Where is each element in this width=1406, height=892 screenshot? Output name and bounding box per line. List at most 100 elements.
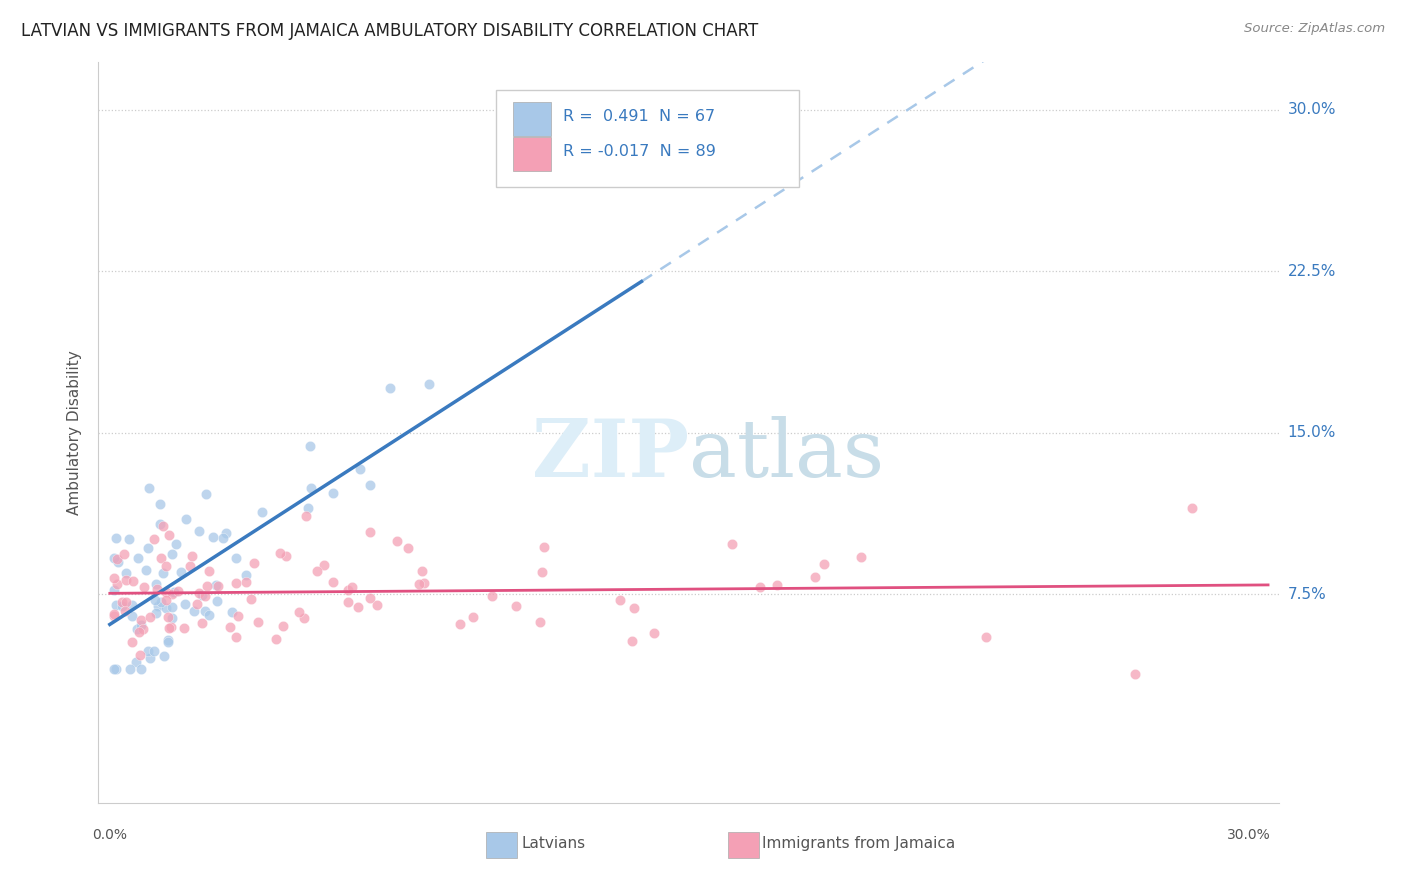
Point	[104, 662, 127, 676]
Text: 0.0%: 0.0%	[93, 828, 128, 842]
Point	[153, 648, 176, 663]
Point	[295, 508, 318, 523]
Point	[143, 532, 166, 546]
Point	[271, 619, 294, 633]
Point	[609, 593, 631, 607]
Point	[139, 610, 162, 624]
Point	[336, 583, 359, 598]
Text: 30.0%: 30.0%	[1227, 828, 1271, 842]
Point	[128, 624, 150, 639]
Point	[274, 549, 297, 563]
Point	[239, 591, 262, 606]
Point	[145, 577, 167, 591]
Text: R =  0.491  N = 67: R = 0.491 N = 67	[562, 109, 714, 124]
Point	[160, 611, 183, 625]
Point	[111, 599, 134, 614]
Point	[155, 592, 177, 607]
Point	[1123, 666, 1146, 681]
Point	[243, 556, 266, 570]
Point	[191, 615, 214, 630]
Point	[166, 584, 188, 599]
Point	[529, 615, 551, 629]
Point	[103, 662, 125, 676]
Point	[150, 595, 173, 609]
Point	[198, 608, 221, 623]
Point	[269, 546, 291, 560]
Point	[378, 381, 401, 395]
Text: ZIP: ZIP	[531, 416, 689, 494]
Point	[129, 648, 152, 662]
Point	[103, 608, 125, 623]
Point	[138, 482, 160, 496]
Point	[156, 634, 179, 648]
FancyBboxPatch shape	[513, 102, 551, 136]
Point	[173, 621, 195, 635]
Point	[297, 501, 319, 516]
Point	[156, 633, 179, 648]
Point	[129, 613, 152, 627]
Point	[225, 631, 247, 645]
Point	[150, 550, 173, 565]
Point	[155, 585, 177, 599]
Point	[385, 534, 408, 549]
Point	[122, 574, 145, 588]
Point	[347, 599, 370, 614]
Point	[247, 615, 270, 630]
Point	[205, 593, 228, 607]
FancyBboxPatch shape	[486, 831, 516, 858]
Point	[418, 377, 440, 392]
Point	[481, 590, 503, 604]
Point	[112, 547, 135, 561]
Point	[205, 578, 228, 592]
Point	[235, 568, 257, 582]
FancyBboxPatch shape	[496, 90, 799, 186]
Point	[411, 564, 433, 578]
Point	[412, 576, 434, 591]
Point	[115, 595, 138, 609]
Point	[314, 558, 336, 572]
Point	[349, 462, 371, 476]
Point	[170, 566, 193, 580]
Point	[152, 566, 174, 580]
Point	[125, 656, 148, 670]
Point	[359, 591, 381, 605]
Point	[103, 607, 125, 621]
Point	[505, 599, 527, 613]
Text: Source: ZipAtlas.com: Source: ZipAtlas.com	[1244, 22, 1385, 36]
Point	[152, 519, 174, 533]
Point	[157, 609, 180, 624]
Point	[322, 575, 344, 590]
Point	[155, 601, 177, 615]
Point	[396, 541, 419, 555]
Point	[620, 633, 643, 648]
Point	[103, 571, 125, 585]
Point	[299, 482, 322, 496]
Point	[307, 565, 329, 579]
Point	[146, 582, 169, 596]
Point	[173, 597, 195, 611]
FancyBboxPatch shape	[728, 831, 759, 858]
Point	[359, 524, 381, 539]
Point	[149, 516, 172, 531]
Point	[336, 595, 359, 609]
Point	[145, 606, 167, 620]
Point	[292, 610, 315, 624]
Point	[188, 524, 211, 539]
Point	[165, 537, 187, 551]
Point	[186, 597, 208, 611]
Point	[340, 580, 363, 594]
Point	[849, 549, 872, 564]
Point	[143, 643, 166, 657]
Point	[226, 608, 249, 623]
Point	[207, 579, 229, 593]
Point	[643, 626, 665, 640]
FancyBboxPatch shape	[513, 137, 551, 171]
Point	[215, 526, 238, 541]
Point	[221, 605, 243, 619]
Point	[225, 550, 247, 565]
Point	[218, 620, 240, 634]
Point	[160, 587, 183, 601]
Point	[121, 634, 143, 648]
Point	[103, 583, 125, 598]
Point	[129, 662, 152, 676]
